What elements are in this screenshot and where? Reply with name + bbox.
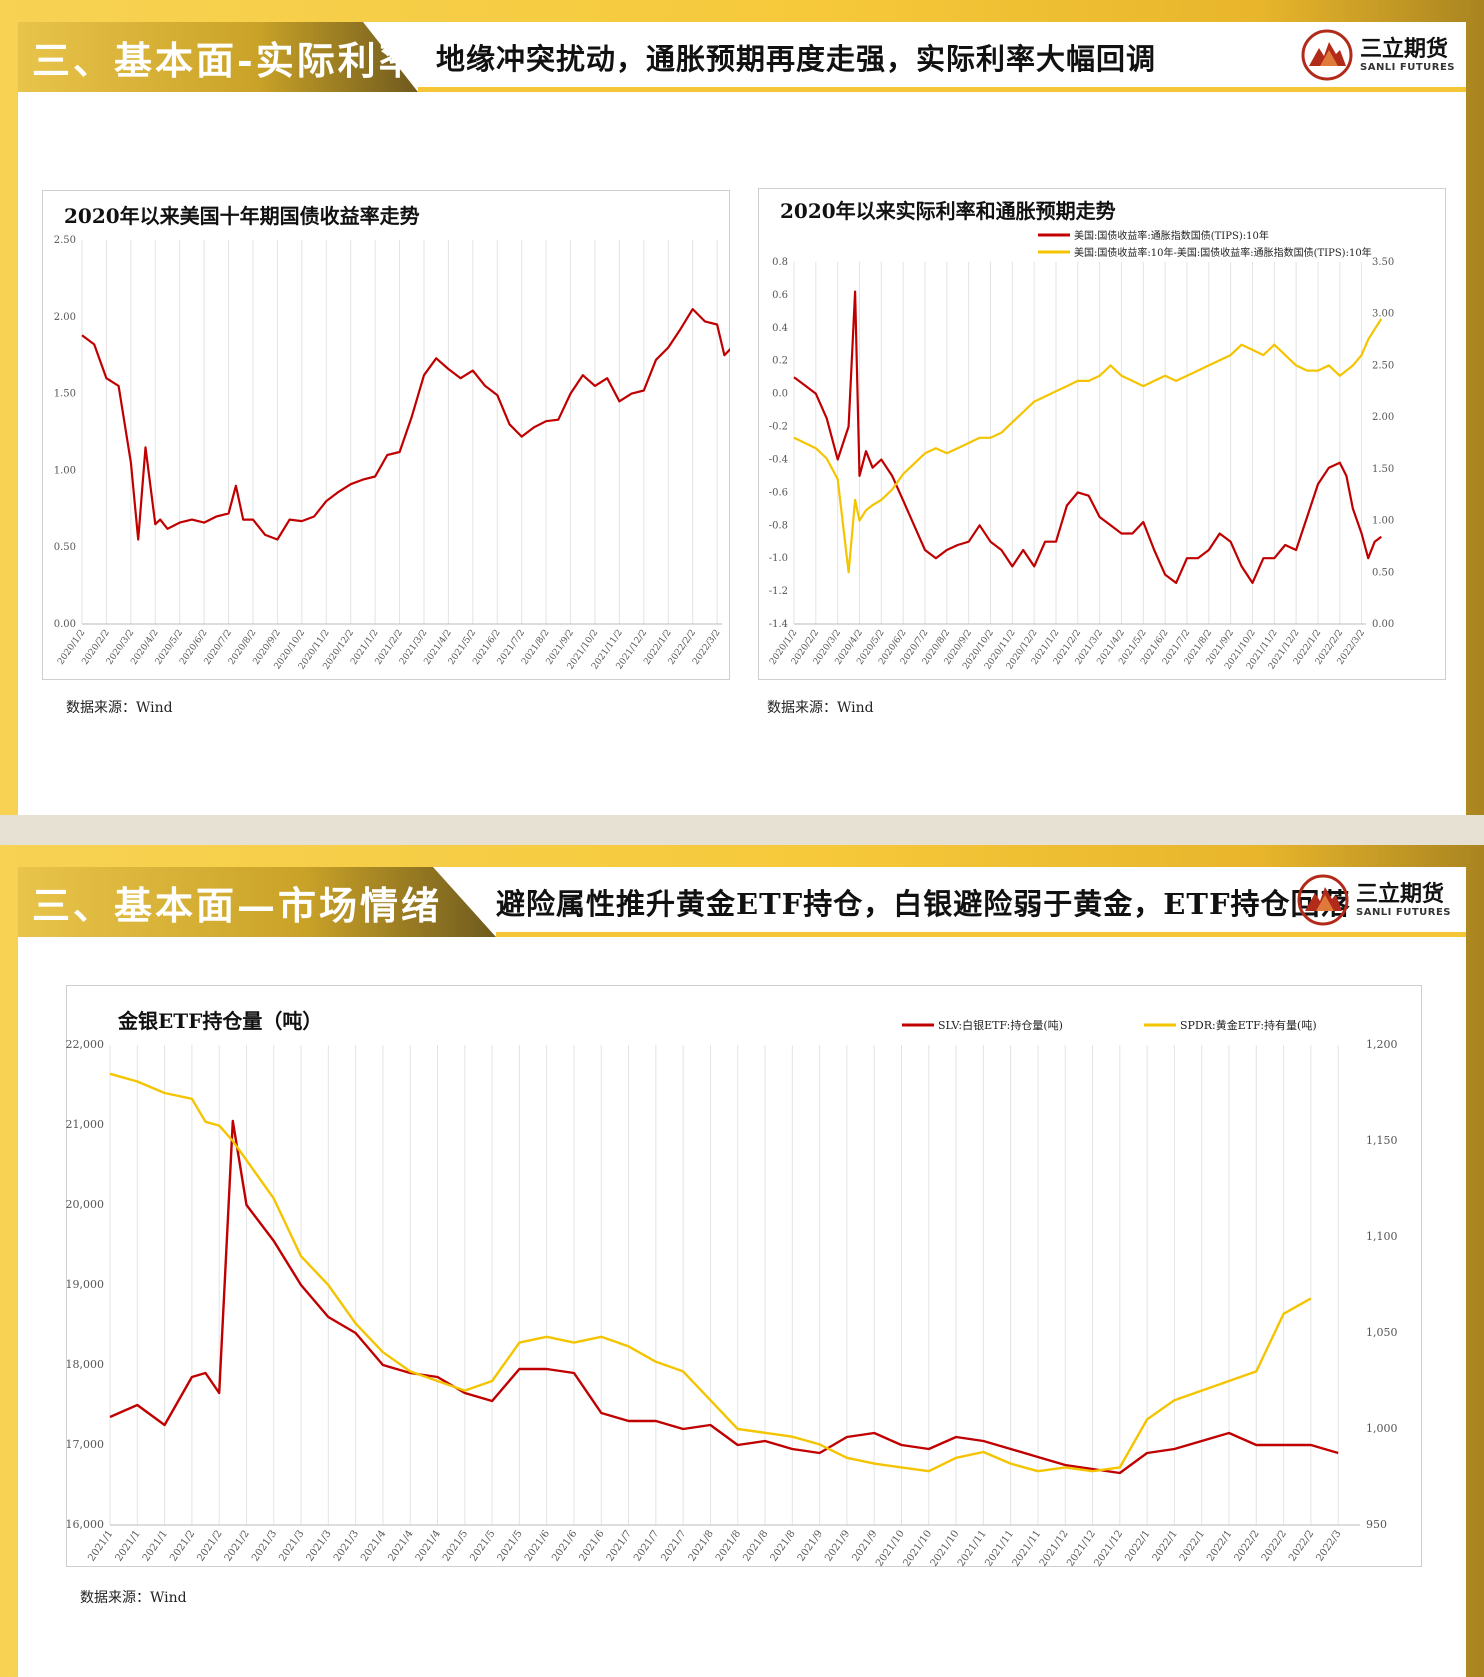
- mountain-logo-icon: [1297, 874, 1349, 926]
- y2-tick-label: 1,150: [1366, 1134, 1398, 1147]
- y2-tick-label: 1,000: [1366, 1422, 1398, 1435]
- y-tick-label: -1.0: [769, 553, 788, 564]
- y-tick-label: -1.4: [769, 619, 788, 630]
- chart-title: 2020年以来实际利率和通胀预期走势: [780, 199, 1116, 223]
- slide-banner: 三、基本面—市场情绪 避险属性推升黄金ETF持仓，白银避险弱于黄金，ETF持仓回…: [18, 867, 1466, 937]
- legend-label: SLV:白银ETF:持仓量(吨): [938, 1018, 1063, 1032]
- series-line: [793, 318, 1383, 574]
- slide-market-sentiment: 三、基本面—市场情绪 避险属性推升黄金ETF持仓，白银避险弱于黄金，ETF持仓回…: [0, 845, 1484, 1677]
- slide-separator: [0, 815, 1484, 845]
- source-note: 数据来源：Wind: [80, 1590, 187, 1606]
- slide-headline: 避险属性推升黄金ETF持仓，白银避险弱于黄金，ETF持仓回落: [496, 887, 1351, 921]
- etf-chart: 金银ETF持仓量（吨） 22,000 21,000 20,000 19,000 18,00…: [66, 985, 1422, 1567]
- section-title: 三、基本面—市场情绪: [32, 882, 443, 928]
- company-logo: 三立期货 SANLI FUTURES: [1300, 28, 1455, 82]
- y2-tick-label: 1,050: [1366, 1326, 1398, 1339]
- banner-title-band: [18, 22, 418, 92]
- y2-tick-label: 3.00: [1372, 309, 1394, 320]
- y-tick-label: 1.50: [54, 389, 76, 400]
- section-title: 三、基本面-实际利率: [32, 37, 420, 83]
- chart-frame: [42, 190, 730, 680]
- us10y-chart: 2020年以来美国十年期国债收益率走势 0.00 0.50 1.00 1.50 2.00 2…: [42, 190, 730, 680]
- y2-tick-label: 2.00: [1372, 412, 1394, 423]
- chart-frame: [758, 188, 1446, 680]
- y-tick-label: -1.2: [769, 586, 788, 597]
- y2-tick-label: 0.50: [1372, 567, 1394, 578]
- series-line: [81, 308, 730, 541]
- company-logo: 三立期货 SANLI FUTURES: [1296, 873, 1451, 927]
- mountain-logo-icon: [1301, 29, 1353, 81]
- legend-label: 美国:国债收益率:通胀指数国债(TIPS):10年: [1074, 229, 1269, 242]
- y-tick-label: -0.4: [769, 454, 788, 465]
- logo-cn: 三立期货: [1360, 36, 1449, 62]
- y-tick-label: 21,000: [66, 1118, 104, 1131]
- y2-tick-label: 950: [1366, 1518, 1387, 1531]
- y2-tick-label: 1.50: [1372, 464, 1394, 475]
- y-tick-label: 0.00: [54, 619, 76, 630]
- y2-tick-label: 1,200: [1366, 1038, 1398, 1051]
- y-tick-label: 0.6: [772, 290, 788, 301]
- y-tick-label: 0.8: [772, 257, 788, 268]
- slide-banner: 三、基本面-实际利率 地缘冲突扰动，通胀预期再度走强，实际利率大幅回调 三立期货…: [18, 22, 1466, 92]
- slide-headline: 地缘冲突扰动，通胀预期再度走强，实际利率大幅回调: [436, 42, 1157, 76]
- y-tick-label: 16,000: [66, 1518, 104, 1531]
- y-tick-label: 0.2: [772, 356, 788, 367]
- banner-rule: [496, 932, 1466, 937]
- logo-en: SANLI FUTURES: [1356, 906, 1452, 918]
- series-line: [109, 1072, 1312, 1473]
- y-tick-label: 2.00: [54, 312, 76, 323]
- y-tick-label: -0.8: [769, 520, 788, 531]
- legend-label: 美国:国债收益率:10年-美国:国债收益率:通胀指数国债(TIPS):10年: [1074, 246, 1372, 259]
- banner-rule: [418, 87, 1466, 92]
- banner-title-band: [18, 867, 496, 937]
- y-tick-label: 2.50: [54, 235, 76, 246]
- real-rate-chart: 2020年以来实际利率和通胀预期走势 0.8 0.6 0.4 0.2 0.0 -0.2 -0.…: [758, 188, 1446, 680]
- y-tick-label: 0.0: [772, 389, 788, 400]
- series-line: [109, 1119, 1339, 1475]
- y-tick-label: -0.2: [769, 422, 788, 433]
- y2-tick-label: 0.00: [1372, 619, 1394, 630]
- y2-tick-label: 3.50: [1372, 257, 1394, 268]
- y-tick-label: 0.50: [54, 542, 76, 553]
- y-tick-label: -0.6: [769, 487, 788, 498]
- y-tick-label: 0.4: [772, 323, 788, 334]
- y-tick-label: 20,000: [66, 1198, 104, 1211]
- y-tick-label: 1.00: [54, 465, 76, 476]
- source-note-right: 数据来源：Wind: [767, 700, 874, 716]
- y2-tick-label: 2.50: [1372, 360, 1394, 371]
- source-note-left: 数据来源：Wind: [66, 700, 173, 716]
- chart-frame: [66, 985, 1422, 1567]
- logo-en: SANLI FUTURES: [1360, 61, 1456, 73]
- legend-label: SPDR:黄金ETF:持有量(吨): [1180, 1018, 1317, 1032]
- y-tick-label: 17,000: [66, 1438, 104, 1451]
- slide-real-rate: 三、基本面-实际利率 地缘冲突扰动，通胀预期再度走强，实际利率大幅回调 三立期货…: [0, 0, 1484, 815]
- series-line: [793, 290, 1382, 584]
- y-tick-label: 19,000: [66, 1278, 104, 1291]
- y2-tick-label: 1.00: [1372, 516, 1394, 527]
- chart-title: 金银ETF持仓量（吨）: [117, 1009, 322, 1033]
- chart-title: 2020年以来美国十年期国债收益率走势: [64, 204, 420, 228]
- logo-cn: 三立期货: [1356, 881, 1445, 907]
- y-tick-label: 18,000: [66, 1358, 104, 1371]
- y2-tick-label: 1,100: [1366, 1230, 1398, 1243]
- y-tick-label: 22,000: [66, 1038, 104, 1051]
